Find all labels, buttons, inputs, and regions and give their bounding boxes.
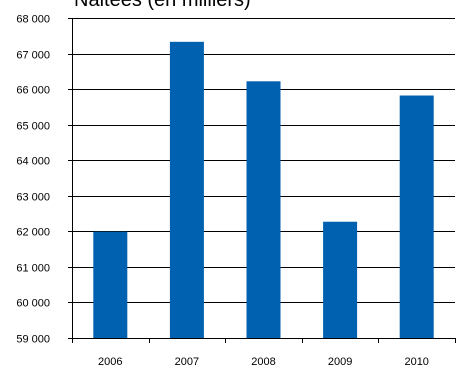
y-tick-label: 63 000 (16, 192, 50, 204)
y-tick-label: 61 000 (16, 263, 50, 275)
y-tick-label: 65 000 (16, 121, 50, 133)
x-tick-label: 2008 (251, 356, 275, 368)
y-tick-label: 67 000 (16, 50, 50, 62)
x-tick-label: 2007 (175, 356, 199, 368)
x-tick-label: 2006 (98, 356, 122, 368)
bar-2009 (323, 221, 358, 338)
x-axis-tick-labels: 2006 2007 2008 2009 2010 (98, 356, 429, 368)
bar-2006 (93, 231, 128, 338)
bars (93, 41, 434, 339)
chart-title: Naitées (en milliers) (74, 0, 251, 11)
y-tick-label: 68 000 (16, 14, 50, 26)
y-tick-label: 59 000 (16, 334, 50, 346)
axes (72, 18, 456, 343)
bar-2007 (169, 41, 204, 338)
y-axis-tick-labels: 59 000 60 000 61 000 62 000 63 000 64 000 65 0… (16, 14, 50, 346)
y-tick-label: 60 000 (16, 298, 50, 310)
y-tick-label: 64 000 (16, 156, 50, 168)
x-tick-label: 2009 (328, 356, 352, 368)
bar-2008 (246, 81, 281, 339)
bar-2010 (399, 95, 434, 338)
y-tick-label: 66 000 (16, 85, 50, 97)
x-tick-label: 2010 (404, 356, 428, 368)
y-tick-label: 62 000 (16, 227, 50, 239)
